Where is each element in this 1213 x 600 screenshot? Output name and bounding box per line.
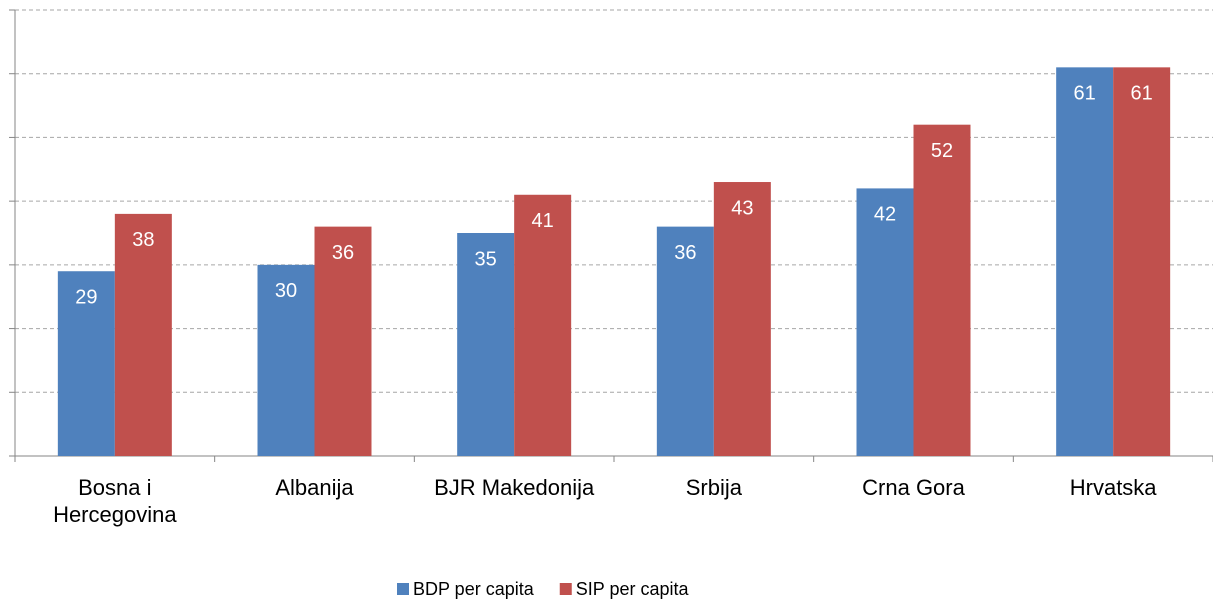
data-label: 30	[275, 280, 297, 302]
data-label: 61	[1131, 83, 1153, 105]
x-tick-label: Albanija	[275, 475, 354, 500]
bar	[314, 226, 372, 456]
bar	[514, 194, 572, 456]
data-label: 36	[674, 242, 696, 264]
legend-label: BDP per capita	[413, 579, 535, 599]
x-tick-label: BJR Makedonija	[434, 475, 595, 500]
bar	[257, 264, 315, 456]
data-label: 43	[731, 197, 753, 219]
bar	[856, 188, 914, 456]
bar	[57, 271, 115, 456]
data-label: 38	[132, 229, 154, 251]
data-label: 35	[475, 248, 497, 270]
legend-label: SIP per capita	[576, 579, 690, 599]
data-label: 42	[874, 204, 896, 226]
data-label: 29	[75, 287, 97, 309]
data-label: 52	[931, 140, 953, 162]
bar	[913, 124, 971, 456]
bar	[114, 213, 172, 456]
bar	[656, 226, 714, 456]
legend-swatch	[397, 583, 409, 595]
data-label: 36	[332, 242, 354, 264]
x-tick-label: Srbija	[685, 475, 742, 500]
bar	[1113, 67, 1171, 456]
x-tick-label: Crna Gora	[862, 475, 965, 500]
bar	[713, 182, 771, 456]
x-tick-label: Bosna i Hercegovina	[53, 475, 177, 527]
x-tick-label: Hrvatska	[1069, 475, 1157, 500]
bar	[1056, 67, 1114, 456]
legend-swatch	[559, 583, 572, 595]
data-label: 41	[532, 210, 554, 232]
bar	[457, 233, 515, 456]
data-label: 61	[1074, 83, 1096, 105]
